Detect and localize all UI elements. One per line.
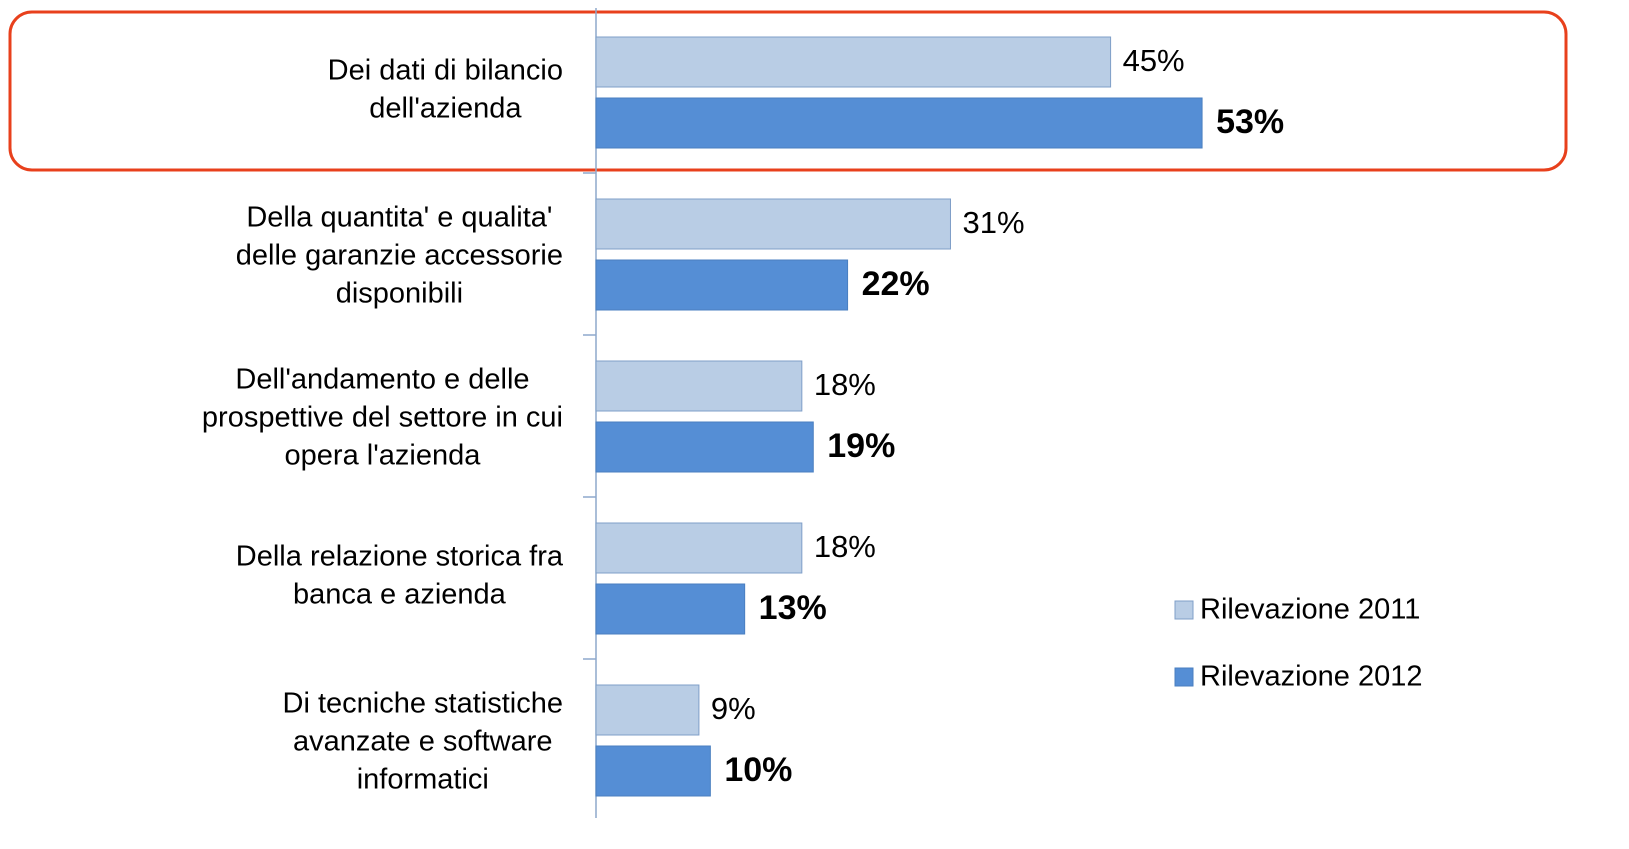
bar: [595, 684, 700, 736]
value-label: 18%: [814, 367, 876, 402]
legend-swatch: [1174, 600, 1194, 620]
legend-label: Rilevazione 2011: [1200, 594, 1420, 626]
bar: [595, 360, 803, 412]
highlight-box: [8, 10, 1568, 172]
category-label: Dei dati di bilancio dell'azienda: [328, 54, 563, 124]
bar: [595, 36, 1112, 88]
value-label: 22%: [862, 265, 930, 303]
value-label: 19%: [827, 427, 895, 465]
bar: [595, 97, 1203, 149]
value-label: 31%: [962, 205, 1024, 240]
value-label: 45%: [1123, 43, 1185, 78]
value-label: 13%: [759, 589, 827, 627]
bar: [595, 583, 746, 635]
legend-swatch: [1174, 667, 1194, 687]
bar: [595, 421, 814, 473]
bar: [595, 745, 711, 797]
bar: [595, 198, 951, 250]
category-label: Della relazione storica fra banca e azien…: [236, 540, 564, 610]
category-label: Dell'andamento e delle prospettive del se…: [202, 363, 563, 471]
bar: [595, 259, 849, 311]
category-label: Della quantita' e qualita' delle garanzie…: [236, 201, 563, 309]
bar: [595, 522, 803, 574]
legend-label: Rilevazione 2012: [1200, 661, 1422, 693]
category-label: Di tecniche statistiche avanzate e softwa…: [283, 687, 563, 795]
value-label: 18%: [814, 529, 876, 564]
value-label: 10%: [724, 751, 792, 789]
value-label: 9%: [711, 691, 756, 726]
value-label: 53%: [1216, 103, 1284, 141]
